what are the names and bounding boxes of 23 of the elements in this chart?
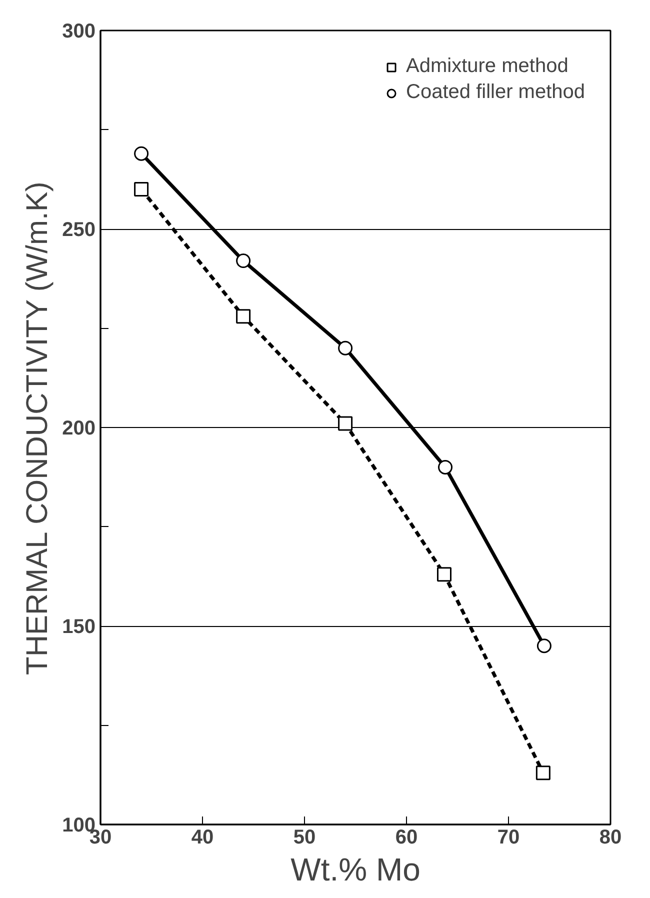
point [438,460,453,474]
x-tick-label: 50 [293,826,316,848]
x-tick-label: 70 [497,826,520,848]
point [536,638,552,654]
point [134,146,149,161]
point [338,340,353,356]
y-axis-title: THERMAL CONDUCTIVITY (W/m.K) [21,182,54,675]
y-tick-label: 200 [62,418,96,440]
x-axis-title: Wt.% Mo [290,852,420,888]
point [338,416,353,431]
x-tick-label: 80 [599,826,622,848]
legend-label: Coated filler method [406,81,585,104]
y-tick-label: 150 [62,616,96,638]
point [436,567,452,582]
x-tick-label: 60 [395,826,418,848]
y-tick-label: 250 [62,219,96,241]
legend-label: Admixture method [406,55,568,78]
point [536,766,550,780]
point [236,309,251,324]
y-tick-label: 300 [62,20,96,42]
point [134,182,149,197]
x-tick-label: 40 [191,826,214,848]
point [236,254,251,268]
